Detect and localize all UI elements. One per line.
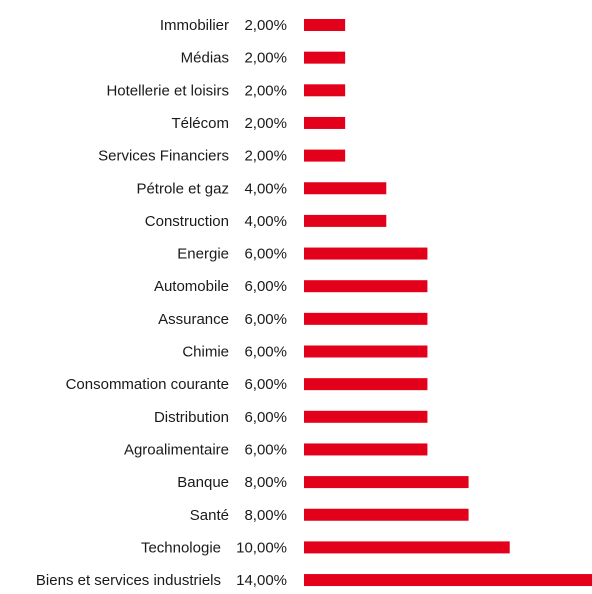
category-label: Agroalimentaire	[124, 441, 229, 458]
bar	[304, 51, 346, 64]
value-label: 6,00%	[244, 441, 287, 458]
bar	[304, 84, 346, 97]
value-label: 6,00%	[244, 278, 287, 295]
category-labels: Immobilier Médias Hotellerie et loisirs Tél…	[36, 17, 229, 589]
bars	[304, 19, 592, 587]
category-label: Télécom	[171, 115, 229, 132]
value-label: 8,00%	[244, 507, 287, 524]
value-label: 6,00%	[244, 311, 287, 328]
category-label: Immobilier	[160, 17, 229, 34]
value-label: 2,00%	[244, 50, 287, 67]
bar	[304, 410, 428, 423]
category-label: Construction	[145, 213, 229, 230]
value-label: 2,00%	[244, 17, 287, 34]
category-label: Médias	[181, 50, 229, 67]
bar	[304, 182, 387, 195]
category-label: Energie	[177, 246, 229, 263]
value-label: 8,00%	[244, 474, 287, 491]
bar	[304, 574, 592, 587]
value-label: 4,00%	[244, 180, 287, 197]
bar	[304, 149, 346, 162]
value-label: 2,00%	[244, 115, 287, 132]
bar	[304, 508, 469, 521]
bar	[304, 19, 346, 31]
value-label: 2,00%	[244, 148, 287, 165]
category-label: Biens et services industriels	[36, 572, 221, 589]
value-label: 2,00%	[244, 82, 287, 99]
value-label: 6,00%	[244, 246, 287, 263]
category-label: Distribution	[154, 409, 229, 426]
category-label: Consommation courante	[66, 376, 229, 393]
value-labels: 2,00% 2,00% 2,00% 2,00% 2,00% 4,00% 4,00% 6,00%…	[236, 17, 287, 589]
bar	[304, 214, 387, 227]
bar	[304, 280, 428, 293]
bar	[304, 541, 510, 554]
category-label: Santé	[190, 507, 229, 524]
category-label: Chimie	[182, 344, 229, 361]
bar	[304, 443, 428, 456]
category-label: Hotellerie et loisirs	[106, 82, 229, 99]
bar	[304, 247, 428, 260]
value-label: 14,00%	[236, 572, 287, 589]
value-label: 6,00%	[244, 409, 287, 426]
value-label: 4,00%	[244, 213, 287, 230]
category-label: Services Financiers	[98, 148, 229, 165]
category-label: Technologie	[141, 539, 221, 556]
category-label: Banque	[177, 474, 229, 491]
value-label: 6,00%	[244, 376, 287, 393]
bar	[304, 116, 346, 129]
bar	[304, 312, 428, 325]
bar	[304, 378, 428, 391]
bar	[304, 345, 428, 358]
category-label: Pétrole et gaz	[136, 180, 229, 197]
value-label: 10,00%	[236, 539, 287, 556]
value-label: 6,00%	[244, 344, 287, 361]
category-label: Assurance	[158, 311, 229, 328]
bar	[304, 476, 469, 489]
category-label: Automobile	[154, 278, 229, 295]
